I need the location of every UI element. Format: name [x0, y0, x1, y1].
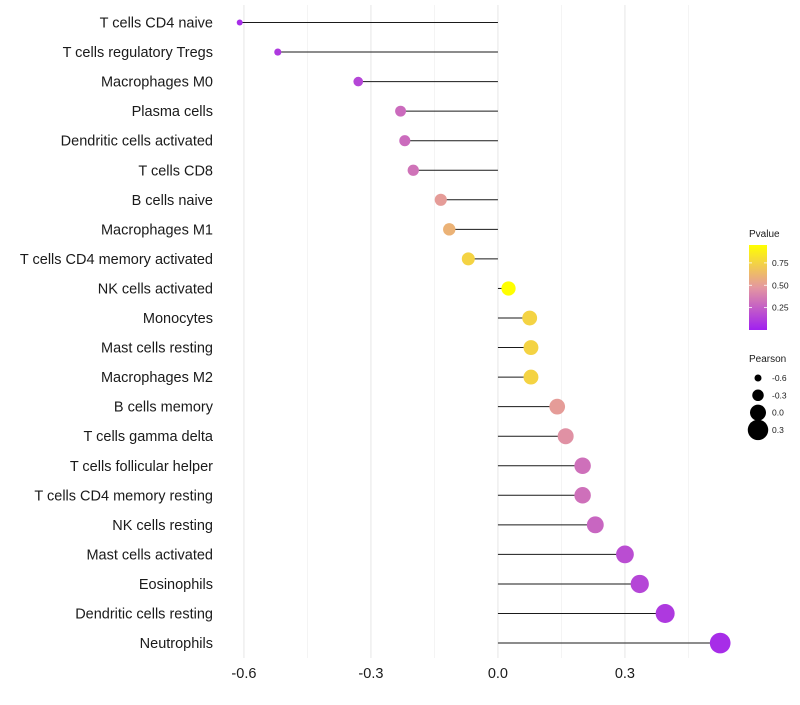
pearson-legend-title: Pearson — [749, 354, 786, 365]
point-layer — [236, 19, 731, 654]
category-label: NK cells resting — [112, 518, 213, 534]
pvalue-legend-label: 0.50 — [772, 280, 789, 290]
pearson-legend-label: 0.0 — [772, 408, 784, 418]
data-point — [574, 457, 591, 474]
pvalue-legend-title: Pvalue — [749, 229, 780, 240]
category-label: T cells CD8 — [138, 163, 213, 179]
pearson-legend-dot — [747, 419, 769, 441]
category-label: Macrophages M1 — [101, 222, 213, 238]
category-label: Eosinophils — [139, 577, 213, 593]
category-label: Monocytes — [143, 311, 213, 327]
category-label: B cells memory — [114, 400, 214, 416]
category-label: Dendritic cells resting — [75, 607, 213, 623]
x-tick-label: 0.0 — [488, 666, 508, 682]
data-point — [586, 516, 604, 534]
category-label: Macrophages M2 — [101, 370, 213, 386]
pearson-legend-dot — [754, 374, 762, 382]
stem-layer — [239, 22, 721, 644]
data-point — [523, 340, 539, 356]
x-tick-label: -0.3 — [358, 666, 383, 682]
x-tick-label: 0.3 — [615, 666, 635, 682]
pvalue-colorbar — [749, 245, 767, 330]
x-tick-label: -0.6 — [231, 666, 256, 682]
x-axis-ticks: -0.6 -0.3 0.0 0.3 — [231, 666, 635, 682]
data-point — [523, 369, 539, 385]
data-point — [501, 281, 516, 296]
data-point — [461, 252, 475, 266]
data-point — [395, 105, 407, 117]
pearson-legend-dot — [750, 404, 766, 421]
pearson-legend-label: -0.3 — [772, 390, 787, 400]
pvalue-legend-label: 0.75 — [772, 258, 789, 268]
data-point — [616, 545, 634, 564]
category-label: T cells follicular helper — [70, 459, 213, 475]
data-point — [434, 193, 447, 206]
data-point — [557, 428, 574, 445]
grid-layer — [243, 5, 689, 658]
data-point — [399, 135, 411, 147]
category-label: Dendritic cells activated — [61, 134, 213, 150]
data-point — [549, 398, 566, 415]
category-labels: T cells CD4 naive T cells regulatory Treg… — [20, 16, 214, 653]
category-label: NK cells activated — [98, 281, 213, 297]
data-point — [407, 164, 419, 176]
category-label: T cells gamma delta — [84, 429, 214, 445]
pearson-legend-dot — [752, 389, 764, 402]
category-label: Neutrophils — [140, 636, 213, 652]
data-point — [236, 19, 243, 26]
category-label: T cells CD4 memory resting — [34, 488, 213, 504]
data-point — [274, 48, 282, 56]
pvalue-legend: Pvalue 0.25 0.50 0.75 — [749, 229, 789, 330]
pearson-legend-label: 0.3 — [772, 425, 784, 435]
category-label: Mast cells activated — [86, 547, 213, 563]
category-label: T cells regulatory Tregs — [63, 45, 213, 61]
pearson-legend: Pearson -0.6 -0.3 0.0 0.3 — [747, 354, 787, 441]
pearson-legend-label: -0.6 — [772, 373, 787, 383]
category-label: T cells CD4 naive — [100, 16, 213, 32]
data-point — [630, 574, 649, 594]
category-label: Plasma cells — [132, 104, 213, 120]
category-label: B cells naive — [132, 193, 213, 209]
pvalue-legend-label: 0.25 — [772, 303, 789, 313]
data-point — [353, 76, 364, 87]
data-point — [655, 603, 675, 624]
data-point — [574, 487, 591, 504]
category-label: Mast cells resting — [101, 341, 213, 357]
data-point — [709, 632, 731, 654]
data-point — [443, 223, 456, 236]
data-point — [522, 310, 538, 326]
category-label: Macrophages M0 — [101, 75, 213, 91]
category-label: T cells CD4 memory activated — [20, 252, 213, 268]
